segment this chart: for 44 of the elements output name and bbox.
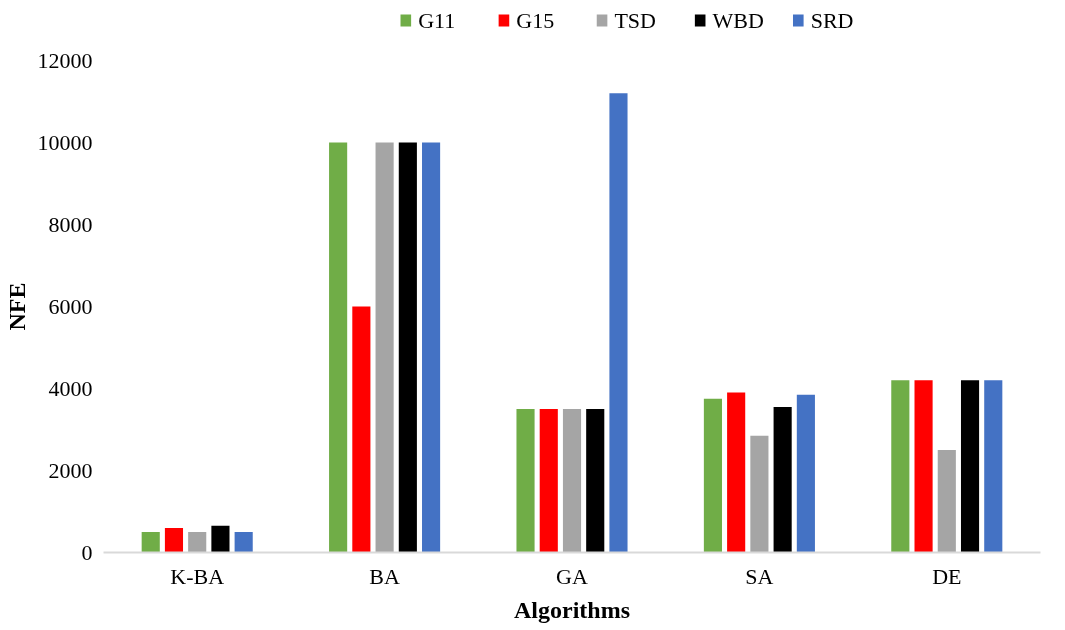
bar <box>960 380 980 553</box>
x-axis-title: Algorithms <box>514 596 630 623</box>
x-tick-label: GA <box>556 563 588 589</box>
legend-label: G15 <box>516 8 555 33</box>
bar <box>375 142 394 553</box>
bar <box>914 380 933 553</box>
y-tick-label: 0 <box>81 539 93 565</box>
y-axis-title: NFE <box>3 282 30 331</box>
bar <box>891 380 910 553</box>
bar <box>211 525 230 553</box>
bar <box>398 142 417 553</box>
bar <box>516 409 535 553</box>
x-tick-label: SA <box>745 563 774 589</box>
y-tick-label: 12000 <box>37 47 93 73</box>
y-tick-label: 4000 <box>48 375 93 401</box>
y-tick-label: 10000 <box>37 129 93 155</box>
bar <box>539 409 558 553</box>
x-tick-label: DE <box>932 563 962 589</box>
bar <box>609 93 628 553</box>
bar <box>164 527 184 553</box>
bar <box>352 306 371 553</box>
bar <box>773 406 792 553</box>
x-tick-label: BA <box>369 563 400 589</box>
bar <box>329 142 348 553</box>
bar <box>562 409 582 553</box>
x-tick-label: K-BA <box>170 563 225 589</box>
bar <box>422 142 441 553</box>
legend-label: SRD <box>810 8 854 33</box>
y-tick-label: 8000 <box>48 211 93 237</box>
legend-label: WBD <box>712 8 764 33</box>
y-tick-label: 6000 <box>48 293 93 319</box>
legend-label: G11 <box>418 8 456 33</box>
bar <box>937 450 956 553</box>
bar <box>727 392 746 553</box>
y-tick-label: 2000 <box>48 457 93 483</box>
bar <box>188 532 207 553</box>
legend-label: TSD <box>614 8 656 33</box>
bar <box>750 435 769 553</box>
bar <box>796 394 815 553</box>
bar <box>586 409 605 553</box>
bar <box>984 380 1003 553</box>
bar <box>234 532 253 553</box>
bar <box>141 532 160 553</box>
bar <box>703 398 722 553</box>
